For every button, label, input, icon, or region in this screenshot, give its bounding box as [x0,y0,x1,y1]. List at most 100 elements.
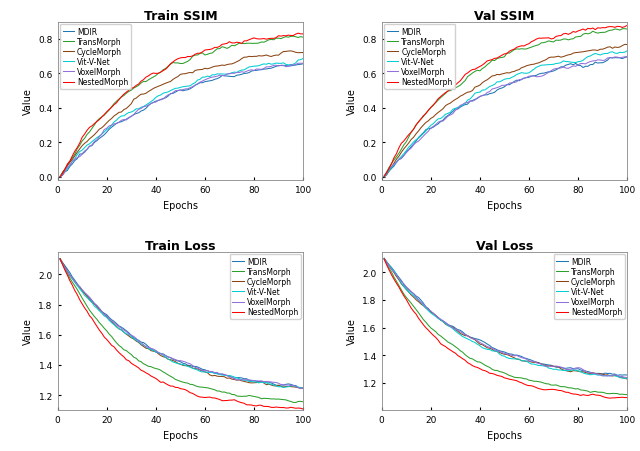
Vit-V-Net [300,57,307,62]
VoxelMorph [611,55,619,60]
Line: VoxelMorph: VoxelMorph [60,260,303,389]
MDIR [56,256,64,262]
NestedMorph [280,405,287,410]
CycleMorph [436,109,444,114]
TransMorph [525,46,533,51]
TransMorph [113,99,120,105]
NestedMorph [525,42,533,47]
NestedMorph [300,32,307,37]
NestedMorph [380,175,388,180]
VoxelMorph [181,87,189,92]
MDIR [287,64,294,69]
CycleMorph [103,314,111,320]
Vit-V-Net [506,77,513,82]
MDIR [181,88,189,94]
NestedMorph [56,257,64,262]
Vit-V-Net [525,71,533,76]
CycleMorph [113,112,120,118]
CycleMorph [280,384,287,390]
TransMorph [604,391,611,396]
TransMorph [280,36,287,41]
Vit-V-Net [103,128,111,133]
NestedMorph [300,406,307,412]
VoxelMorph [280,64,287,69]
Legend: MDIR, TransMorph, CycleMorph, Vit-V-Net, VoxelMorph, NestedMorph: MDIR, TransMorph, CycleMorph, Vit-V-Net,… [60,25,131,90]
MDIR [604,371,611,377]
Line: Vit-V-Net: Vit-V-Net [60,260,303,389]
X-axis label: Epochs: Epochs [163,430,198,440]
MDIR [280,382,287,388]
MDIR [287,382,294,387]
CycleMorph [427,310,435,315]
CycleMorph [623,377,631,382]
MDIR [300,62,307,67]
MDIR [611,372,619,377]
NestedMorph [525,383,533,388]
VoxelMorph [427,308,435,314]
Legend: MDIR, TransMorph, CycleMorph, Vit-V-Net, VoxelMorph, NestedMorph: MDIR, TransMorph, CycleMorph, Vit-V-Net,… [554,254,625,319]
Vit-V-Net [525,360,533,366]
VoxelMorph [380,174,388,179]
X-axis label: Epochs: Epochs [487,430,522,440]
MDIR [427,126,435,132]
Vit-V-Net [604,373,611,379]
MDIR [604,58,611,64]
Legend: MDIR, TransMorph, CycleMorph, Vit-V-Net, VoxelMorph, NestedMorph: MDIR, TransMorph, CycleMorph, Vit-V-Net,… [384,25,455,90]
NestedMorph [436,341,444,347]
NestedMorph [113,348,120,353]
Line: NestedMorph: NestedMorph [60,34,303,177]
TransMorph [181,380,189,386]
Line: Vit-V-Net: Vit-V-Net [60,60,303,177]
Vit-V-Net [300,386,307,391]
TransMorph [427,106,435,111]
MDIR [506,83,513,88]
CycleMorph [103,121,111,126]
Legend: MDIR, TransMorph, CycleMorph, Vit-V-Net, VoxelMorph, NestedMorph: MDIR, TransMorph, CycleMorph, Vit-V-Net,… [230,254,301,319]
VoxelMorph [103,126,111,132]
VoxelMorph [113,322,120,328]
TransMorph [604,29,611,35]
VoxelMorph [506,81,513,87]
Line: MDIR: MDIR [60,259,303,388]
NestedMorph [294,32,302,37]
NestedMorph [604,395,611,400]
VoxelMorph [436,317,444,322]
TransMorph [611,27,619,32]
CycleMorph [380,175,388,180]
CycleMorph [525,63,533,69]
Vit-V-Net [103,315,111,320]
NestedMorph [506,50,513,55]
MDIR [201,367,209,373]
Line: TransMorph: TransMorph [60,37,303,177]
MDIR [280,64,287,69]
MDIR [103,130,111,136]
NestedMorph [611,26,619,31]
NestedMorph [427,331,435,336]
Y-axis label: Value: Value [347,88,357,115]
Vit-V-Net [181,84,189,90]
MDIR [103,312,111,318]
Y-axis label: Value: Value [23,318,33,345]
Line: MDIR: MDIR [60,64,303,177]
MDIR [56,175,64,180]
VoxelMorph [604,56,611,61]
TransMorph [287,35,294,40]
TransMorph [300,399,307,405]
Line: NestedMorph: NestedMorph [384,260,627,398]
Vit-V-Net [113,325,120,330]
Vit-V-Net [380,257,388,262]
MDIR [380,175,388,180]
VoxelMorph [201,78,209,83]
CycleMorph [56,175,64,180]
CycleMorph [56,257,64,262]
CycleMorph [621,42,628,48]
VoxelMorph [427,126,435,131]
VoxelMorph [181,359,189,365]
MDIR [611,56,619,61]
Line: VoxelMorph: VoxelMorph [384,260,627,378]
NestedMorph [56,175,64,180]
Vit-V-Net [287,383,294,389]
CycleMorph [289,50,297,55]
MDIR [113,121,120,127]
TransMorph [436,333,444,339]
